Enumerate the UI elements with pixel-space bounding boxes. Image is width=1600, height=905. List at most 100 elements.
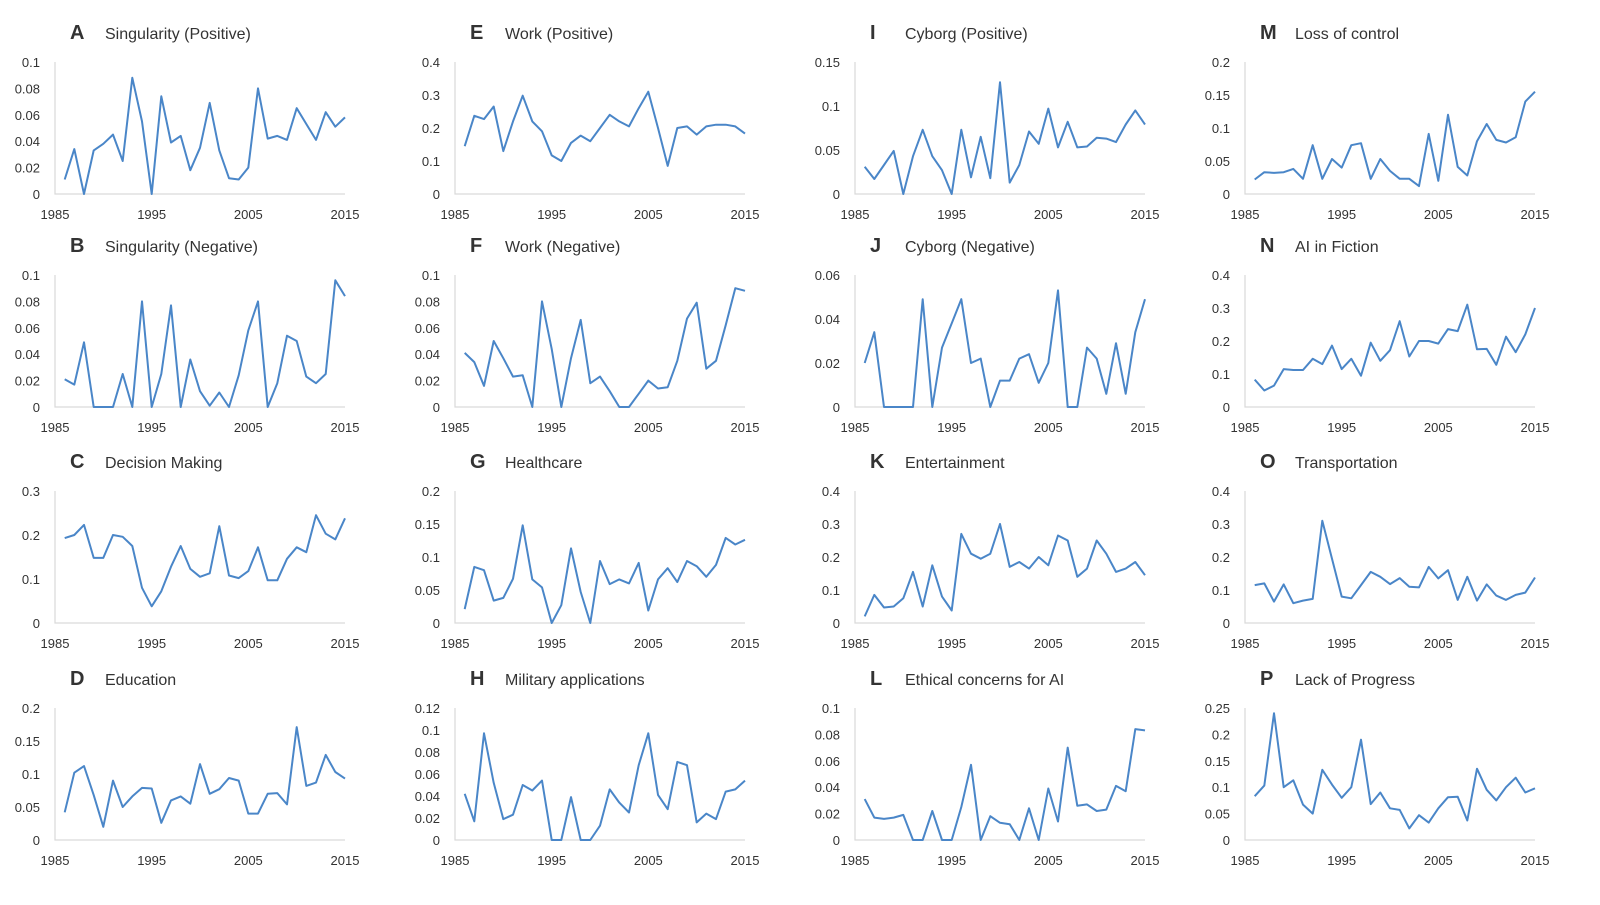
y-tick-label: 0 <box>33 616 40 631</box>
y-tick-label: 0.04 <box>15 347 40 362</box>
x-tick-label: 2005 <box>234 420 263 435</box>
y-tick-label: 0 <box>833 616 840 631</box>
y-tick-label: 0.25 <box>1205 701 1230 716</box>
panel-letter: K <box>870 451 885 473</box>
chart-panel-o: O Transportation 0 0.1 0.2 0.3 0.4 1985 1995 2005… <box>1190 437 1590 653</box>
y-tick-label: 0.3 <box>1212 301 1230 316</box>
x-tick-label: 1985 <box>41 636 70 651</box>
line-chart: M Loss of control 0 0.05 0.1 0.15 0.2 1985 1995 2… <box>1205 22 1550 222</box>
y-tick-label: 0.08 <box>415 745 440 760</box>
y-tick-label: 0.2 <box>22 528 40 543</box>
line-chart: D Education 0 0.05 0.1 0.15 0.2 1985 1995 2005 201… <box>15 668 360 868</box>
x-tick-label: 2005 <box>1034 207 1063 222</box>
y-tick-label: 0 <box>1223 187 1230 202</box>
chart-panel-a: A Singularity (Positive) 0 0.02 0.04 0.06 0.08… <box>0 8 400 224</box>
x-tick-label: 1995 <box>937 207 966 222</box>
axis-lines <box>454 491 745 624</box>
y-tick-label: 0.3 <box>22 484 40 499</box>
line-chart: F Work (Negative) 0 0.02 0.04 0.06 0.08 0.1 1985… <box>415 235 760 435</box>
x-tick-label: 2015 <box>1521 207 1550 222</box>
x-tick-label: 1995 <box>937 636 966 651</box>
y-tick-label: 0.04 <box>815 312 840 327</box>
x-tick-label: 1985 <box>41 420 70 435</box>
y-tick-label: 0.1 <box>1212 780 1230 795</box>
panel-letter: I <box>870 22 876 44</box>
x-tick-label: 2005 <box>234 853 263 868</box>
x-tick-label: 2015 <box>331 853 360 868</box>
y-tick-label: 0.05 <box>1205 154 1230 169</box>
chart-title: Cyborg (Negative) <box>905 239 1035 256</box>
panel-letter: L <box>870 668 882 690</box>
y-tick-label: 0.2 <box>1212 727 1230 742</box>
y-tick-label: 0.15 <box>815 55 840 70</box>
x-tick-label: 1995 <box>537 207 566 222</box>
x-tick-label: 2015 <box>731 207 760 222</box>
axis-lines <box>454 275 745 408</box>
line-chart: N AI in Fiction 0 0.1 0.2 0.3 0.4 1985 1995 2005 2… <box>1212 235 1550 435</box>
y-tick-label: 0.3 <box>1212 517 1230 532</box>
data-series-line <box>1253 303 1536 392</box>
y-tick-label: 0.4 <box>1212 484 1230 499</box>
chart-title: Lack of Progress <box>1295 672 1415 689</box>
y-tick-label: 0.2 <box>422 121 440 136</box>
x-tick-label: 1995 <box>137 636 166 651</box>
y-tick-label: 0.1 <box>422 550 440 565</box>
x-tick-label: 1995 <box>537 420 566 435</box>
chart-title: Singularity (Positive) <box>105 26 251 43</box>
chart-panel-d: D Education 0 0.05 0.1 0.15 0.2 1985 1995 2005 201… <box>0 654 400 870</box>
line-chart: C Decision Making 0 0.1 0.2 0.3 1985 1995 2005 20… <box>22 451 360 651</box>
y-tick-label: 0.06 <box>415 321 440 336</box>
y-tick-label: 0.1 <box>22 55 40 70</box>
x-tick-label: 2005 <box>1424 420 1453 435</box>
x-tick-label: 2005 <box>634 420 663 435</box>
x-tick-label: 2015 <box>731 853 760 868</box>
data-series-line <box>1254 91 1536 188</box>
axis-lines <box>1244 491 1535 624</box>
panel-letter: E <box>470 22 483 44</box>
panel-letter: F <box>470 235 482 257</box>
panel-letter: N <box>1260 235 1274 257</box>
data-series-line <box>863 523 1146 617</box>
y-tick-label: 0.1 <box>22 767 40 782</box>
x-tick-label: 2005 <box>634 853 663 868</box>
panel-letter: P <box>1260 668 1273 690</box>
y-tick-label: 0.2 <box>1212 55 1230 70</box>
panel-letter: G <box>470 451 486 473</box>
y-tick-label: 0 <box>1223 616 1230 631</box>
chart-title: Decision Making <box>105 455 222 472</box>
y-tick-label: 0.06 <box>415 767 440 782</box>
x-tick-label: 2005 <box>1034 636 1063 651</box>
data-series-line <box>463 90 746 167</box>
y-tick-label: 0.06 <box>815 268 840 283</box>
y-tick-label: 0 <box>433 187 440 202</box>
y-tick-label: 0.05 <box>815 143 840 158</box>
x-tick-label: 2005 <box>634 207 663 222</box>
y-tick-label: 0.08 <box>15 81 40 96</box>
y-tick-label: 0 <box>33 400 40 415</box>
line-chart: E Work (Positive) 0 0.1 0.2 0.3 0.4 1985 1995 200… <box>422 22 760 222</box>
x-tick-label: 2015 <box>331 636 360 651</box>
chart-panel-k: K Entertainment 0 0.1 0.2 0.3 0.4 1985 1995 2005 2… <box>800 437 1200 653</box>
line-chart: I Cyborg (Positive) 0 0.05 0.1 0.15 1985 1995 20… <box>815 22 1160 222</box>
y-tick-label: 0.02 <box>15 374 40 389</box>
x-tick-label: 2015 <box>331 420 360 435</box>
x-tick-label: 2015 <box>331 207 360 222</box>
y-tick-label: 0 <box>1223 400 1230 415</box>
chart-title: Entertainment <box>905 455 1005 472</box>
y-tick-label: 0.2 <box>1212 550 1230 565</box>
data-series-line <box>1254 519 1536 605</box>
axis-lines <box>54 708 345 841</box>
y-tick-label: 0.2 <box>22 701 40 716</box>
x-tick-label: 1995 <box>537 853 566 868</box>
y-tick-label: 0.02 <box>415 811 440 826</box>
x-tick-label: 2005 <box>1424 636 1453 651</box>
data-series-line <box>64 514 346 608</box>
x-tick-label: 1985 <box>1231 207 1260 222</box>
data-series-line <box>863 289 1146 408</box>
y-tick-label: 0.2 <box>422 484 440 499</box>
y-tick-label: 0.1 <box>22 572 40 587</box>
chart-title: AI in Fiction <box>1295 239 1379 256</box>
x-tick-label: 1995 <box>937 420 966 435</box>
y-tick-label: 0.3 <box>822 517 840 532</box>
y-tick-label: 0 <box>833 400 840 415</box>
